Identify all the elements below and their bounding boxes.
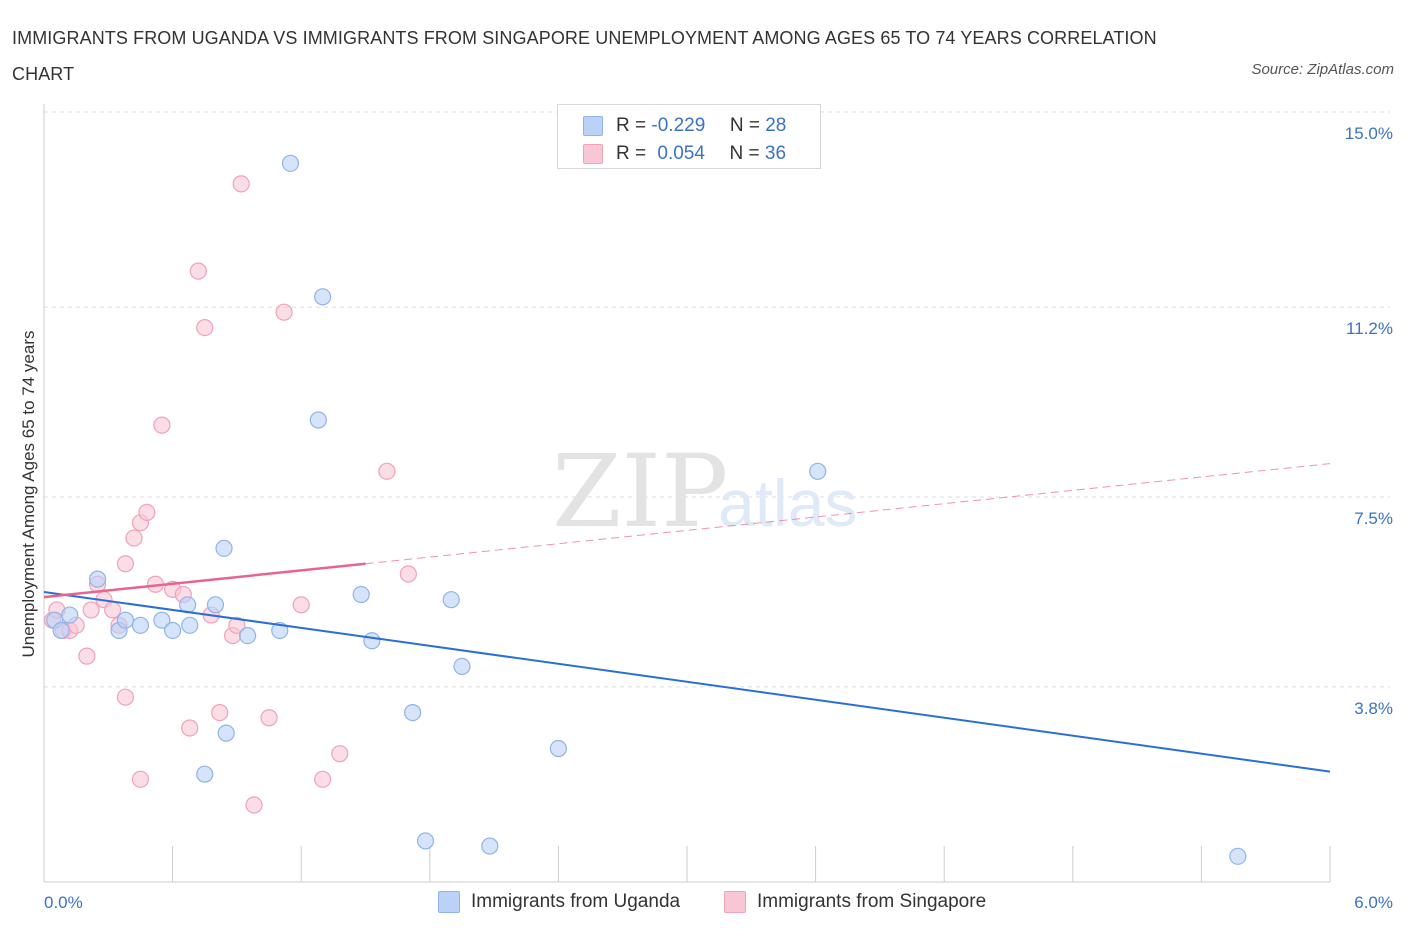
uganda-point bbox=[206, 596, 225, 614]
singapore-point bbox=[189, 262, 207, 280]
n-value: 36 bbox=[764, 143, 787, 164]
uganda-point bbox=[88, 570, 107, 588]
singapore-point bbox=[103, 601, 122, 619]
singapore-point bbox=[211, 703, 229, 722]
uganda-point bbox=[131, 616, 150, 634]
stats-text-singapore: R = 0.054 N = 36 bbox=[616, 143, 786, 165]
singapore-point bbox=[245, 796, 263, 814]
uganda-point bbox=[116, 611, 135, 629]
y-tick-labels: 3.8% 7.5% 11.2% 15.0% bbox=[1345, 124, 1393, 718]
singapore-point bbox=[78, 647, 96, 665]
stats-row-singapore: R = 0.054 N = 36 bbox=[558, 139, 820, 167]
singapore-point bbox=[153, 416, 171, 434]
singapore-trend-line bbox=[43, 562, 366, 599]
singapore-point bbox=[116, 555, 135, 573]
legend-swatch-uganda bbox=[438, 891, 460, 913]
stats-legend: R = -0.229 N = 28 R = 0.054 N = 36 bbox=[557, 104, 821, 169]
legend-item-singapore: Immigrants from Singapore bbox=[724, 888, 1014, 916]
uganda-point bbox=[453, 657, 471, 676]
uganda-point bbox=[442, 591, 460, 609]
singapore-point bbox=[232, 175, 250, 193]
r-label: R = bbox=[616, 115, 647, 136]
singapore-point bbox=[228, 616, 246, 634]
y-tick-label: 11.2% bbox=[1346, 319, 1393, 338]
y-tick-label: 15.0% bbox=[1345, 124, 1393, 143]
y-tick-label: 3.8% bbox=[1354, 699, 1393, 718]
uganda-point bbox=[181, 616, 199, 634]
uganda-point bbox=[352, 585, 370, 604]
r-value: 0.054 bbox=[657, 143, 705, 164]
x-tick-label-min: 0.0% bbox=[44, 893, 83, 912]
x-tick-label-max: 6.0% bbox=[1354, 893, 1393, 912]
uganda-point bbox=[153, 611, 171, 629]
uganda-point bbox=[1229, 847, 1247, 865]
singapore-point bbox=[125, 529, 143, 547]
singapore-point bbox=[196, 319, 214, 337]
legend-swatch-singapore bbox=[724, 891, 746, 913]
singapore-point bbox=[292, 596, 310, 614]
singapore-point bbox=[260, 709, 278, 727]
legend-label-uganda: Immigrants from Uganda bbox=[471, 891, 681, 912]
uganda-point bbox=[549, 739, 568, 758]
singapore-point bbox=[181, 719, 199, 737]
uganda-point bbox=[363, 632, 381, 650]
uganda-point bbox=[281, 154, 300, 172]
singapore-point bbox=[378, 462, 396, 480]
r-value: -0.229 bbox=[651, 115, 706, 136]
y-axis-label: Unemployment Among Ages 65 to 74 years bbox=[19, 331, 38, 658]
singapore-points bbox=[43, 175, 417, 814]
uganda-point bbox=[481, 837, 499, 855]
singapore-point bbox=[399, 565, 417, 583]
stats-text-uganda: R = -0.229 N = 28 bbox=[616, 115, 786, 137]
uganda-point bbox=[314, 288, 332, 306]
singapore-point bbox=[138, 503, 156, 522]
stats-row-uganda: R = -0.229 N = 28 bbox=[558, 111, 820, 139]
uganda-point bbox=[217, 724, 235, 742]
legend-item-uganda: Immigrants from Uganda bbox=[438, 888, 708, 916]
singapore-point bbox=[314, 770, 332, 788]
singapore-point bbox=[116, 688, 135, 706]
uganda-point bbox=[196, 765, 214, 783]
singapore-swatch bbox=[583, 144, 603, 164]
x-tick-marks bbox=[172, 846, 1331, 882]
trend-lines bbox=[43, 463, 1331, 773]
singapore-point bbox=[275, 303, 293, 321]
n-value: 28 bbox=[765, 115, 787, 136]
uganda-point bbox=[416, 832, 435, 850]
singapore-point bbox=[131, 770, 150, 788]
uganda-point bbox=[809, 462, 827, 480]
n-label: N = bbox=[729, 143, 760, 164]
singapore-trend-extension bbox=[365, 463, 1331, 565]
legend-label-singapore: Immigrants from Singapore bbox=[757, 891, 987, 912]
uganda-point bbox=[239, 626, 257, 645]
source-credit: Source: ZipAtlas.com bbox=[1251, 61, 1394, 78]
uganda-swatch bbox=[583, 116, 603, 136]
watermark-atlas: atlas bbox=[718, 466, 857, 540]
uganda-trend-line bbox=[43, 590, 1331, 773]
y-tick-label: 7.5% bbox=[1354, 509, 1393, 528]
uganda-point bbox=[164, 621, 182, 640]
uganda-point bbox=[52, 621, 70, 640]
uganda-point bbox=[404, 703, 422, 722]
uganda-point bbox=[61, 606, 79, 624]
watermark-zip: ZIP bbox=[552, 433, 728, 550]
singapore-point bbox=[331, 745, 349, 763]
n-label: N = bbox=[729, 115, 760, 136]
singapore-point bbox=[82, 601, 100, 619]
uganda-point bbox=[215, 539, 233, 557]
watermark: ZIP atlas bbox=[552, 433, 857, 550]
r-label: R = bbox=[616, 143, 647, 164]
grid-lines bbox=[44, 111, 1390, 688]
chart-title: IMMIGRANTS FROM UGANDA VS IMMIGRANTS FRO… bbox=[12, 28, 1157, 84]
uganda-point bbox=[309, 411, 327, 429]
